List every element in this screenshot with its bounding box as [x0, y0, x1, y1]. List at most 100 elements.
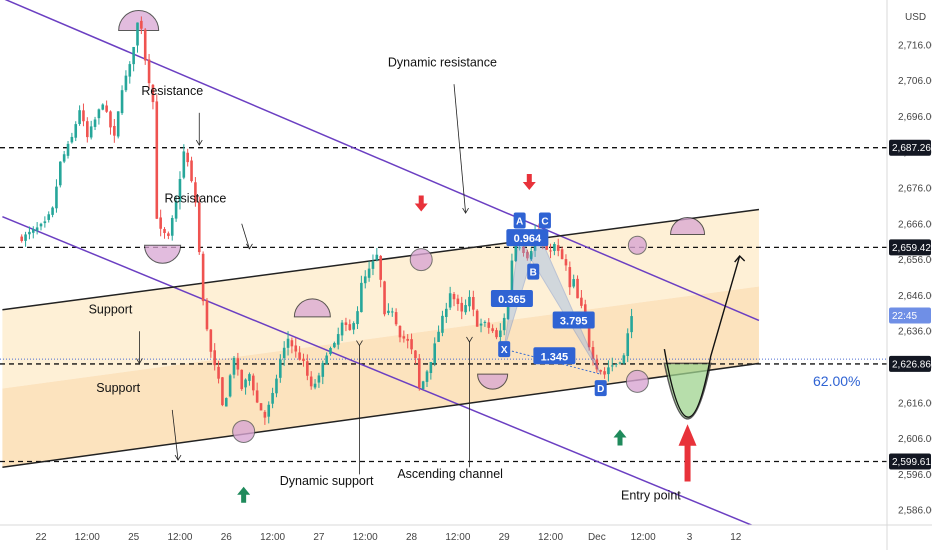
- candle: [568, 261, 572, 295]
- candle: [495, 327, 498, 340]
- candle: [186, 148, 189, 167]
- candle: [622, 353, 626, 365]
- candle-body: [275, 378, 278, 394]
- price-tick-label: 2,636.00: [898, 327, 932, 338]
- candle-body: [553, 244, 556, 251]
- candle: [255, 382, 259, 404]
- candle-body: [560, 249, 564, 260]
- candle-body: [379, 255, 382, 280]
- candle-body: [228, 375, 232, 397]
- candle-body: [421, 381, 425, 389]
- price-badge-label: 2,599.61: [892, 457, 931, 468]
- candle-body: [31, 229, 35, 233]
- candle-body: [143, 29, 147, 61]
- candle: [356, 306, 359, 330]
- candle-body: [252, 375, 255, 391]
- candle-body: [587, 316, 591, 348]
- candle: [402, 330, 406, 343]
- candle: [113, 119, 116, 143]
- candle: [344, 317, 348, 332]
- channel-fill: [2, 209, 759, 468]
- candle: [367, 261, 371, 282]
- entry-arrow: [678, 424, 697, 482]
- candle: [630, 308, 633, 339]
- candle: [441, 310, 444, 337]
- candle-body: [209, 329, 213, 352]
- candle: [170, 215, 174, 241]
- pattern-point-a: A: [513, 212, 526, 229]
- candle: [74, 121, 78, 142]
- candle: [62, 150, 66, 164]
- candle-body: [375, 254, 379, 260]
- candle-body: [545, 245, 548, 250]
- candle-body: [120, 90, 124, 114]
- candle: [124, 70, 128, 93]
- candle-body: [55, 186, 58, 209]
- pattern-ratio-box: [490, 289, 533, 307]
- candle-body: [147, 59, 151, 84]
- candle: [576, 275, 579, 299]
- candle-body: [549, 250, 552, 252]
- highlight-circle: [627, 235, 647, 255]
- candle-body: [124, 75, 128, 91]
- candle: [240, 369, 244, 391]
- candle: [197, 196, 201, 255]
- candle-body: [506, 302, 510, 320]
- pattern-point-label: B: [530, 268, 537, 279]
- candle: [387, 303, 390, 316]
- time-axis[interactable]: 22 12:00 25 12:00 26 12:00 27 12:00 28 12:00 29 12:…: [35, 532, 741, 543]
- candle-body: [402, 336, 406, 339]
- price-badge: 2,687.26: [889, 139, 931, 156]
- pattern-point-box: [594, 380, 607, 397]
- candle: [502, 313, 506, 336]
- candle-body: [329, 347, 332, 355]
- pattern-point-box: [498, 341, 511, 358]
- annotation-label: Entry point: [621, 488, 681, 502]
- candle: [348, 319, 352, 331]
- candle-body: [113, 125, 116, 136]
- price-tick-label: 2,696.00: [898, 112, 932, 123]
- candle-body: [583, 304, 587, 316]
- candle: [267, 401, 271, 424]
- candle-body: [136, 22, 139, 46]
- candle-body: [472, 297, 475, 310]
- time-tick-label: 29: [499, 532, 511, 543]
- candle: [89, 120, 93, 140]
- candle-body: [267, 404, 271, 417]
- annotation-pointer-head: [462, 207, 469, 214]
- time-tick-label: 28: [406, 532, 418, 543]
- candle-body: [475, 310, 479, 327]
- candle: [97, 108, 101, 125]
- candle-body: [286, 338, 290, 348]
- price-badge-label: 2,659.42: [892, 243, 931, 254]
- price-tick-label: 2,716.00: [898, 40, 932, 51]
- candle-body: [39, 223, 43, 227]
- candle-body: [282, 347, 286, 359]
- candle: [603, 367, 606, 379]
- candle: [313, 379, 317, 390]
- price-tick-label: 2,706.00: [898, 76, 932, 87]
- candle-body: [445, 308, 448, 318]
- candle: [526, 249, 529, 261]
- candle: [101, 103, 105, 111]
- candle-body: [529, 251, 533, 260]
- pattern-ratio: 0.964: [506, 229, 549, 247]
- candle-body: [495, 330, 498, 338]
- candle-body: [232, 357, 236, 375]
- candle-body: [522, 246, 525, 253]
- candle-body: [20, 236, 23, 241]
- time-tick-label: 12:00: [631, 532, 656, 543]
- candle-body: [456, 298, 460, 305]
- candle-body: [82, 110, 85, 122]
- candle: [483, 320, 487, 327]
- candle-body: [441, 315, 444, 333]
- candle: [59, 161, 62, 188]
- time-tick-label: 12:00: [167, 532, 192, 543]
- candle: [47, 211, 51, 223]
- candle: [460, 296, 464, 320]
- price-tick-label: 2,586.00: [898, 506, 932, 517]
- candle: [302, 353, 305, 367]
- candle: [128, 61, 132, 84]
- candle-body: [306, 361, 309, 376]
